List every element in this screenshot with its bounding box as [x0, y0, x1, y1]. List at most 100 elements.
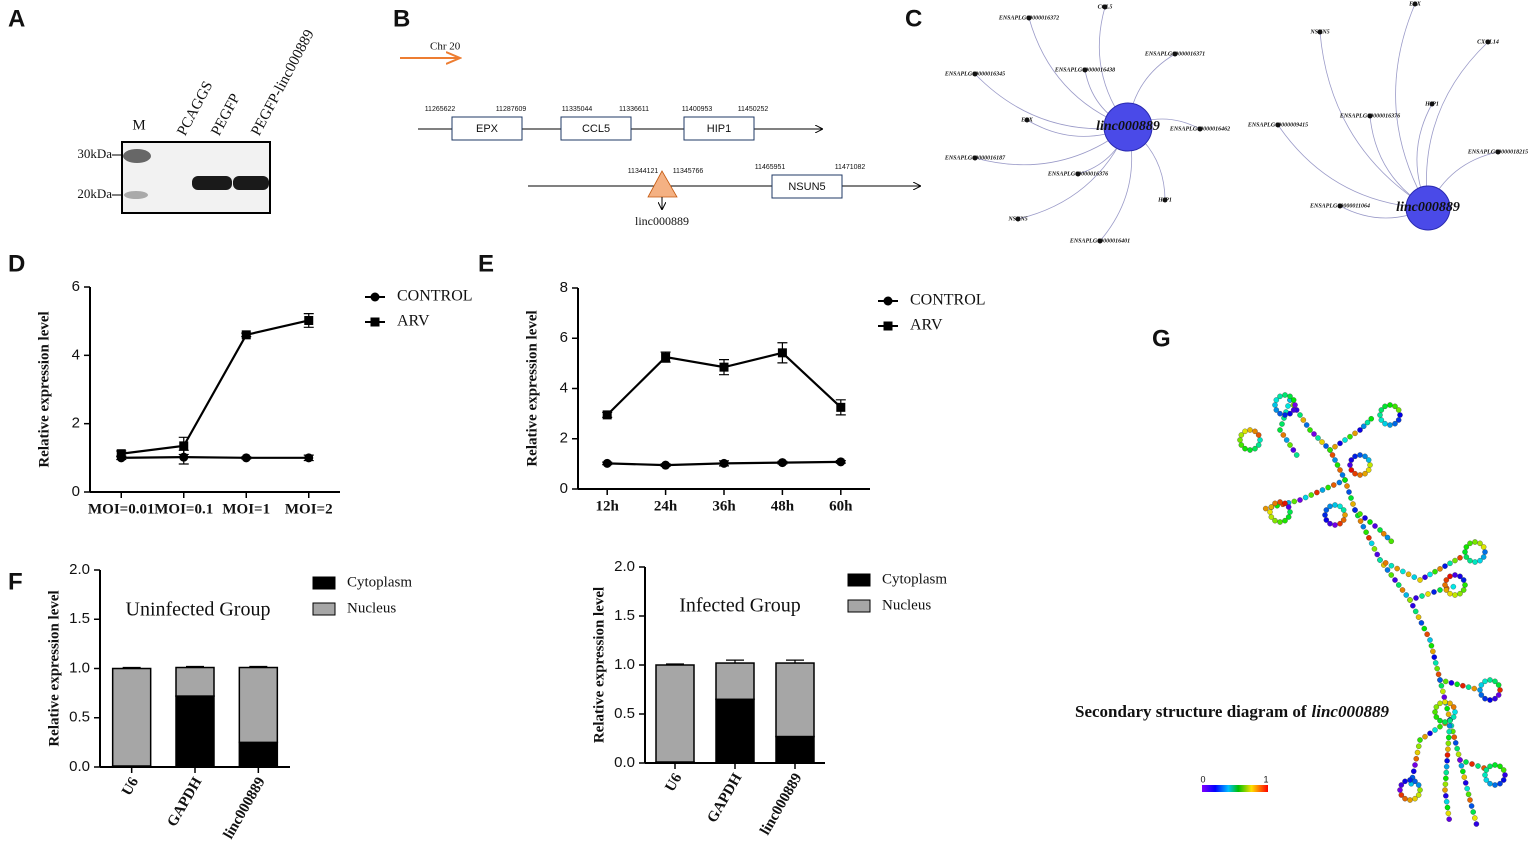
error-bar: [186, 665, 204, 668]
structure-base: [1446, 734, 1452, 741]
structure-base: [1267, 509, 1273, 515]
series-line: [121, 319, 309, 455]
structure-base: [1450, 583, 1457, 590]
legend-label: ARV: [397, 313, 430, 330]
structure-base: [1363, 529, 1369, 535]
point: [836, 402, 846, 412]
structure-base: [1332, 443, 1338, 450]
structure-base: [1460, 682, 1466, 689]
structure-base: [1352, 470, 1358, 477]
gel-band: [233, 176, 269, 190]
structure-base: [1397, 787, 1403, 793]
structure-base: [1387, 402, 1393, 408]
network-node: [1162, 197, 1168, 203]
hub-label: linc000889: [1096, 119, 1160, 134]
structure-base: [1416, 743, 1422, 750]
structure-base: [1482, 772, 1488, 778]
point: [241, 330, 251, 340]
series-line: [121, 456, 309, 459]
structure-base: [1443, 769, 1450, 776]
x-tick-label: 36h: [712, 498, 736, 514]
structure-base: [1415, 614, 1422, 620]
marker-band: [123, 149, 151, 163]
structure-base: [1290, 447, 1297, 453]
structure-base: [1368, 415, 1375, 422]
bar-segment: [715, 662, 755, 701]
chart-title: Uninfected Group: [126, 599, 271, 621]
structure-base: [1447, 573, 1453, 580]
bar-segment: [655, 664, 695, 763]
structure-base: [1327, 447, 1333, 453]
structure-base: [1378, 417, 1385, 423]
network-node: [1412, 1, 1418, 7]
structure-base: [1347, 462, 1353, 468]
point: [777, 458, 787, 468]
structure-base: [1442, 699, 1448, 705]
structure-base: [1452, 592, 1458, 598]
bar-segment: [238, 666, 279, 744]
structure-base: [1457, 573, 1463, 580]
legend-marker: [370, 292, 380, 302]
coordinate: 11287609: [496, 106, 527, 113]
structure-base: [1421, 625, 1428, 632]
structure-base: [1415, 792, 1422, 798]
lane-label: PEGFP-linc000889: [248, 27, 317, 138]
legend-label: CONTROL: [397, 288, 473, 305]
structure-base: [1445, 746, 1451, 752]
x-tick-label: U6: [119, 774, 142, 798]
coordinate: 11344121: [628, 168, 659, 175]
structure-base: [1367, 462, 1373, 468]
network-edge: [1395, 3, 1429, 209]
structure-base: [1443, 793, 1449, 799]
y-tick-label: 6: [560, 329, 568, 346]
structure-base: [1450, 714, 1457, 720]
gene-box: [560, 116, 632, 141]
error-bar: [666, 663, 684, 665]
structure-base: [1467, 797, 1473, 803]
structure-base: [1357, 452, 1363, 458]
y-tick-label: 1.0: [614, 656, 635, 673]
structure-base: [1255, 442, 1262, 448]
structure-base: [1402, 795, 1408, 802]
structure-base: [1377, 412, 1383, 418]
structure-base: [1442, 719, 1448, 725]
lncrna-triangle: [647, 170, 678, 198]
y-tick-label: 4: [72, 346, 80, 363]
structure-base: [1445, 740, 1452, 747]
structure-base: [1427, 637, 1433, 643]
structure-base: [1277, 393, 1283, 400]
x-tick-label: linc000889: [221, 775, 269, 842]
x-tick-label: GAPDH: [704, 770, 745, 825]
structure-base: [1348, 495, 1354, 501]
structure-base: [1412, 795, 1418, 802]
structure-base: [1347, 433, 1353, 440]
structure-base: [1403, 592, 1410, 598]
structure-base: [1337, 503, 1343, 510]
structure-base: [1441, 694, 1448, 700]
structure-base: [1473, 821, 1480, 827]
point: [719, 458, 729, 468]
structure-base: [1302, 494, 1309, 501]
structure-base: [1342, 437, 1348, 443]
scale-label: 0: [1200, 774, 1205, 784]
legend-marker: [883, 321, 893, 331]
structure-base: [1437, 717, 1443, 724]
structure-base: [1387, 422, 1393, 428]
error-bar: [726, 659, 744, 664]
structure-base: [1277, 410, 1283, 417]
structure-base: [1277, 519, 1283, 525]
structure-base: [1357, 427, 1363, 433]
structure-base: [1344, 483, 1350, 489]
structure-base: [1273, 397, 1280, 403]
structure-base: [1495, 682, 1502, 688]
structure-base: [1412, 608, 1419, 615]
legend-label: CONTROL: [910, 292, 986, 309]
chromosome-label: Chr 20: [430, 41, 461, 53]
point: [602, 458, 612, 468]
structure-base: [1433, 714, 1440, 720]
structure-base: [1340, 507, 1347, 513]
structure-base: [1413, 756, 1420, 762]
y-tick-label: 2: [560, 430, 568, 447]
point: [179, 441, 189, 451]
structure-base: [1268, 514, 1275, 520]
